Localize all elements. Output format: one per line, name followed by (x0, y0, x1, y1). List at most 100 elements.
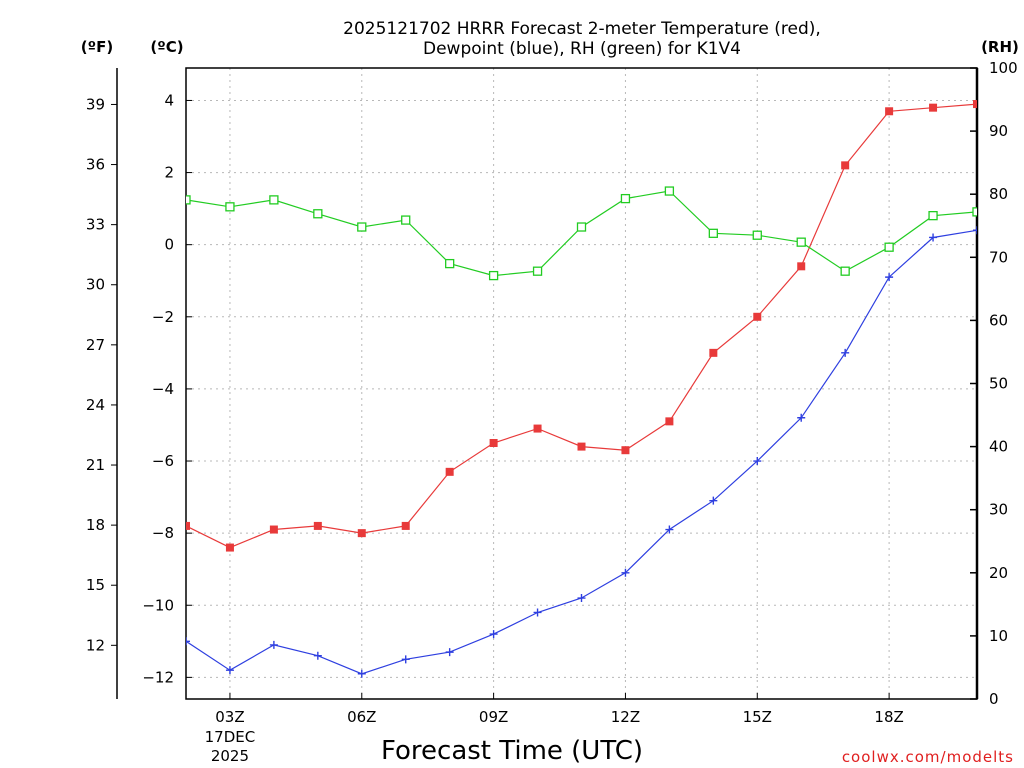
dewpoint-point (226, 666, 234, 674)
credit-text: coolwx.com/modelts (842, 748, 1014, 766)
temperature-point (929, 104, 937, 112)
rh-point (534, 267, 542, 275)
fahrenheit-tick-label: 39 (86, 95, 105, 113)
temperature-point (182, 522, 190, 530)
rh-point (841, 267, 849, 275)
celsius-tick-label: 0 (164, 236, 174, 254)
celsius-tick-label: −12 (142, 668, 174, 686)
plot-frame (186, 68, 977, 699)
dewpoint-point (534, 608, 542, 616)
dewpoint-point (490, 630, 498, 638)
rh-tick-label: 10 (989, 627, 1008, 645)
temperature-point (226, 544, 234, 552)
temperature-point (446, 468, 454, 476)
celsius-tick-label: −2 (152, 308, 174, 326)
rh-tick-label: 20 (989, 564, 1008, 582)
temperature-point (490, 439, 498, 447)
temperature-point (270, 526, 278, 534)
dewpoint-point (182, 637, 190, 645)
rh-point (358, 223, 366, 231)
rh-line (186, 191, 977, 276)
temperature-point (841, 161, 849, 169)
temperature-point (665, 417, 673, 425)
x-tick-label: 18Z (874, 708, 903, 726)
x-tick-label: 15Z (743, 708, 772, 726)
rh-point (446, 260, 454, 268)
fahrenheit-tick-label: 15 (86, 576, 105, 594)
rh-point (226, 203, 234, 211)
temperature-point (578, 443, 586, 451)
fahrenheit-tick-label: 12 (86, 636, 105, 654)
rh-point (270, 196, 278, 204)
rh-tick-label: 30 (989, 501, 1008, 519)
rh-tick-label: 100 (989, 59, 1018, 77)
temperature-point (534, 425, 542, 433)
x-tick-label: 12Z (611, 708, 640, 726)
rh-point (753, 231, 761, 239)
temperature-point (973, 100, 981, 108)
celsius-unit-label: (ºC) (150, 38, 183, 56)
fahrenheit-tick-label: 18 (86, 516, 105, 534)
rh-point (929, 212, 937, 220)
dewpoint-point (314, 652, 322, 660)
rh-point (709, 229, 717, 237)
fahrenheit-tick-label: 36 (86, 156, 105, 174)
x-date-label: 2025 (211, 747, 249, 765)
rh-point (578, 223, 586, 231)
rh-point (797, 238, 805, 246)
rh-tick-label: 50 (989, 375, 1008, 393)
rh-tick-label: 80 (989, 185, 1008, 203)
fahrenheit-tick-label: 33 (86, 216, 105, 234)
rh-point (885, 243, 893, 251)
dewpoint-point (841, 349, 849, 357)
celsius-tick-label: −10 (142, 596, 174, 614)
celsius-tick-label: 4 (164, 91, 174, 109)
temperature-point (709, 349, 717, 357)
dewpoint-point (270, 641, 278, 649)
x-date-label: 17DEC (205, 728, 256, 746)
celsius-tick-label: 2 (164, 164, 174, 182)
rh-tick-label: 70 (989, 248, 1008, 266)
fahrenheit-tick-label: 30 (86, 276, 105, 294)
chart-title-line-1: 2025121702 HRRR Forecast 2-meter Tempera… (343, 19, 821, 39)
rh-point (402, 216, 410, 224)
rh-series (182, 187, 981, 280)
rh-tick-label: 90 (989, 122, 1008, 140)
celsius-tick-label: −8 (152, 524, 174, 542)
dewpoint-point (578, 594, 586, 602)
temperature-line (186, 104, 977, 547)
temperature-point (885, 107, 893, 115)
y-axis-ticks: 420−2−4−6−8−10−1239363330272421181512100… (86, 59, 1018, 708)
temperature-point (753, 313, 761, 321)
celsius-tick-label: −6 (152, 452, 174, 470)
rh-point (973, 208, 981, 216)
x-tick-label: 09Z (479, 708, 508, 726)
dewpoint-point (358, 670, 366, 678)
fahrenheit-tick-label: 24 (86, 396, 105, 414)
rh-tick-label: 60 (989, 311, 1008, 329)
gridlines (186, 68, 977, 699)
forecast-chart: 2025121702 HRRR Forecast 2-meter Tempera… (0, 0, 1024, 768)
fahrenheit-tick-label: 21 (86, 456, 105, 474)
temperature-point (621, 446, 629, 454)
rh-point (665, 187, 673, 195)
x-axis-label: Forecast Time (UTC) (381, 736, 643, 766)
dewpoint-point (402, 655, 410, 663)
celsius-tick-label: −4 (152, 380, 174, 398)
dewpoint-series (182, 226, 981, 678)
dewpoint-point (446, 648, 454, 656)
x-tick-label: 03Z (215, 708, 244, 726)
rh-point (182, 196, 190, 204)
temperature-point (402, 522, 410, 530)
dewpoint-point (973, 226, 981, 234)
temperature-point (314, 522, 322, 530)
rh-tick-label: 0 (989, 690, 999, 708)
rh-point (621, 195, 629, 203)
rh-unit-label: (RH) (981, 38, 1019, 56)
rh-tick-label: 40 (989, 438, 1008, 456)
temperature-point (358, 529, 366, 537)
chart-title-line-2: Dewpoint (blue), RH (green) for K1V4 (423, 39, 741, 59)
fahrenheit-unit-label: (ºF) (81, 38, 113, 56)
dewpoint-line (186, 230, 977, 674)
rh-point (490, 272, 498, 280)
